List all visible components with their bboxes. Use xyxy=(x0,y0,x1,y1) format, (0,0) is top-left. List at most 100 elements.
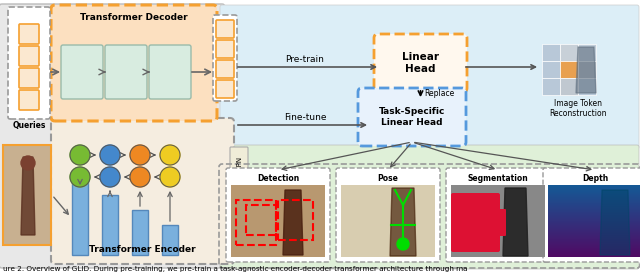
FancyBboxPatch shape xyxy=(230,147,248,185)
Bar xyxy=(542,61,560,78)
Text: Depth: Depth xyxy=(582,174,608,183)
FancyBboxPatch shape xyxy=(220,145,639,269)
Bar xyxy=(548,197,640,198)
Bar xyxy=(548,190,640,191)
Text: ure 2. Overview of GLID. During pre-training, we pre-train a task-agnostic encod: ure 2. Overview of GLID. During pre-trai… xyxy=(3,266,467,272)
FancyBboxPatch shape xyxy=(216,40,234,58)
Bar xyxy=(548,200,640,201)
FancyBboxPatch shape xyxy=(8,7,50,119)
Text: Replace: Replace xyxy=(424,89,455,98)
Bar xyxy=(162,225,178,255)
Polygon shape xyxy=(21,157,35,235)
Bar xyxy=(548,192,640,193)
Polygon shape xyxy=(600,190,630,255)
Polygon shape xyxy=(390,188,416,256)
Text: Queries: Queries xyxy=(12,121,45,130)
Text: Detection: Detection xyxy=(257,174,299,183)
FancyBboxPatch shape xyxy=(451,193,500,252)
Bar xyxy=(548,242,640,243)
Bar xyxy=(548,214,640,215)
FancyBboxPatch shape xyxy=(213,15,237,101)
FancyBboxPatch shape xyxy=(482,209,506,236)
Bar xyxy=(548,241,640,242)
FancyBboxPatch shape xyxy=(336,168,440,262)
Bar xyxy=(548,199,640,200)
Text: Task-Specific
Linear Head: Task-Specific Linear Head xyxy=(379,107,445,127)
FancyBboxPatch shape xyxy=(19,46,39,66)
FancyBboxPatch shape xyxy=(149,45,191,99)
Bar xyxy=(548,227,640,228)
Bar xyxy=(72,180,88,255)
Bar xyxy=(548,229,640,230)
Bar xyxy=(548,206,640,207)
FancyBboxPatch shape xyxy=(61,45,103,99)
Circle shape xyxy=(100,145,120,165)
Bar xyxy=(542,78,560,95)
Bar xyxy=(548,231,640,232)
Circle shape xyxy=(397,238,409,250)
Bar xyxy=(548,244,640,245)
Bar xyxy=(548,224,640,225)
Bar xyxy=(548,189,640,190)
Bar xyxy=(548,195,640,196)
FancyBboxPatch shape xyxy=(220,5,639,149)
Bar xyxy=(548,254,640,255)
Circle shape xyxy=(70,167,90,187)
Bar xyxy=(548,187,640,188)
Bar xyxy=(548,203,640,204)
Bar xyxy=(548,225,640,226)
Bar xyxy=(548,204,640,205)
FancyBboxPatch shape xyxy=(51,5,217,121)
Bar xyxy=(548,251,640,252)
Bar xyxy=(578,44,596,61)
Text: Fine-tune: Fine-tune xyxy=(284,113,326,122)
Bar xyxy=(451,185,545,257)
Bar xyxy=(548,255,640,256)
Bar xyxy=(542,44,560,61)
Circle shape xyxy=(130,145,150,165)
Bar xyxy=(548,230,640,231)
Bar xyxy=(548,246,640,247)
FancyBboxPatch shape xyxy=(543,168,640,262)
Bar xyxy=(548,234,640,235)
Bar xyxy=(548,218,640,219)
Text: Transformer Decoder: Transformer Decoder xyxy=(80,13,188,22)
Bar xyxy=(548,228,640,229)
FancyBboxPatch shape xyxy=(216,60,234,78)
FancyBboxPatch shape xyxy=(0,4,225,268)
Bar xyxy=(548,202,640,203)
Bar xyxy=(548,219,640,220)
Bar xyxy=(548,201,640,202)
Bar xyxy=(548,238,640,239)
Bar xyxy=(548,186,640,187)
Bar xyxy=(548,226,640,227)
Bar xyxy=(548,223,640,224)
Circle shape xyxy=(70,145,90,165)
Text: Pose: Pose xyxy=(378,174,399,183)
Bar xyxy=(548,237,640,238)
Bar xyxy=(548,205,640,206)
Bar xyxy=(548,213,640,214)
Bar xyxy=(548,247,640,248)
Bar xyxy=(102,195,118,255)
FancyBboxPatch shape xyxy=(446,168,550,262)
Text: Backbone: Backbone xyxy=(236,208,242,242)
Circle shape xyxy=(130,167,150,187)
Bar xyxy=(548,240,640,241)
Bar xyxy=(548,248,640,249)
Polygon shape xyxy=(503,188,528,256)
Bar xyxy=(548,194,640,195)
Bar xyxy=(341,185,435,257)
Bar xyxy=(548,212,640,213)
Bar xyxy=(548,215,640,216)
FancyBboxPatch shape xyxy=(105,45,147,99)
FancyBboxPatch shape xyxy=(19,90,39,110)
Polygon shape xyxy=(576,47,596,93)
Bar xyxy=(548,191,640,192)
Bar xyxy=(560,78,578,95)
Bar xyxy=(560,61,578,78)
Circle shape xyxy=(100,167,120,187)
Circle shape xyxy=(160,167,180,187)
Bar xyxy=(548,253,640,254)
Bar xyxy=(548,252,640,253)
